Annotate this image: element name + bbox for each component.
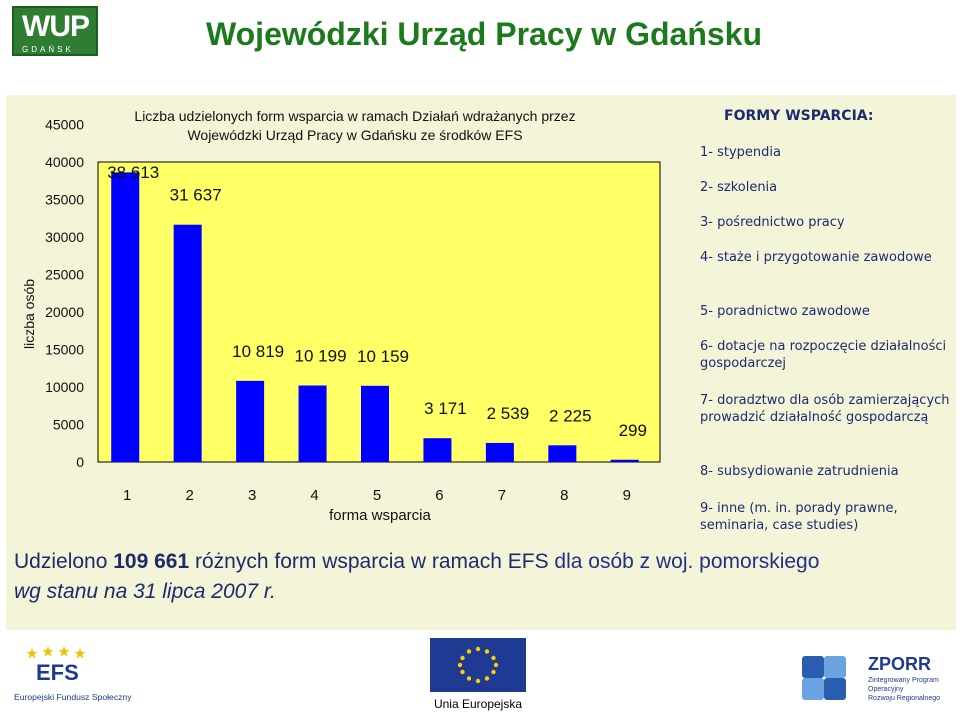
legend-item-6: 6- dotacje na rozpoczęcie działalności g… [700,339,947,371]
bar-data-label: 2 225 [549,406,592,425]
efs-stars-icon [26,646,86,659]
x-tick-label: 9 [623,487,631,504]
wup-logo-text: WUP [22,10,90,43]
x-tick-label: 3 [248,487,256,504]
eu-flag-icon [430,638,526,692]
x-tick-label: 6 [435,487,443,504]
page-title: Wojewódzki Urząd Pracy w Gdańsku [206,16,762,52]
y-axis-ticks: 0 5000 10000 15000 20000 25000 30000 35000 40000… [45,117,84,471]
y-tick-label: 30000 [45,229,84,245]
bar-data-label: 2 539 [487,404,530,423]
y-tick-label: 0 [76,454,84,470]
legend-item-8: 8- subsydiowanie zatrudnienia [700,464,899,479]
bar-data-label: 38 613 [107,163,159,182]
x-tick-label: 1 [123,487,131,504]
x-tick-label: 4 [310,487,318,504]
bar [361,385,389,462]
bar-data-labels: 38 613 31 637 10 819 10 199 10 159 3 171 2 539… [107,163,647,440]
summary-accent: dla osób z woj. pomorskiego [554,550,820,573]
legend-item-4: 4- staże i przygotowanie zawodowe [700,250,932,265]
bar [485,442,514,462]
forms-legend: FORMY WSPARCIA: 1- stypendia 2- szkoleni… [686,100,956,540]
wup-logo: WUP GDAŃSK [12,6,98,56]
eu-stars-icon [457,646,499,684]
legend-item-3: 3- pośrednictwo pracy [700,215,845,230]
zporr-caption-1: Zintegrowany Program [868,677,939,684]
eu-logo: Unia Europejska [430,638,526,711]
legend-item-5: 5- poradnictwo zawodowe [700,304,870,319]
summary-line-1: Udzielono 109 661 różnych form wsparcia … [14,550,819,574]
efs-logo-text: EFS [36,660,79,685]
legend-item-2: 2- szkolenia [700,180,778,195]
bar [423,438,452,462]
zporr-caption-2: Operacyjny [868,686,904,693]
efs-caption: Europejski Fundusz Społeczny [14,692,132,702]
bar [111,172,140,462]
bars [111,172,639,462]
y-tick-label: 25000 [45,267,84,283]
y-tick-label: 20000 [45,304,84,320]
y-tick-label: 40000 [45,154,84,170]
x-tick-label: 5 [373,487,381,504]
bar [236,380,265,462]
x-tick-label: 8 [560,487,568,504]
bar [610,459,639,462]
summary-count: 109 661 [113,550,190,573]
forms-legend-title: FORMY WSPARCIA: [724,108,874,124]
legend-item-7: 7- doradztwo dla osób zamierzających pro… [700,393,950,425]
bar-data-label: 10 159 [357,347,409,366]
legend-item-1: 1- stypendia [700,145,781,160]
bar [173,224,202,462]
wup-logo-subtext: GDAŃSK [22,45,74,54]
y-tick-label: 10000 [45,379,84,395]
bar-data-label: 10 819 [232,342,284,361]
eu-caption: Unia Europejska [434,697,522,711]
zporr-caption-3: Rozwoju Regionalnego [868,695,940,702]
legend-item-9: 9- inne (m. in. porady prawne, seminaria… [700,501,898,533]
bar-data-label: 10 199 [295,347,347,366]
x-axis-label: forma wsparcia [329,507,431,524]
chart-title-line2: Wojewódzki Urząd Pracy w Gdańsku ze środ… [187,127,522,143]
bar-data-label: 299 [619,421,647,440]
efs-logo: EFS Europejski Fundusz Społeczny [14,646,132,702]
bar [548,445,577,462]
zporr-puzzle-icon [802,656,846,700]
y-tick-label: 15000 [45,342,84,358]
y-axis-label: liczba osób [21,279,37,349]
y-tick-label: 45000 [45,117,84,133]
summary-prefix: Udzielono [14,550,114,573]
bar-data-label: 3 171 [424,399,467,418]
bar [298,385,327,462]
x-axis-ticks: 1 2 3 4 5 6 7 8 9 [123,487,631,504]
zporr-logo-text: ZPORR [868,654,931,674]
zporr-logo: ZPORR Zintegrowany Program Operacyjny Ro… [802,654,940,702]
summary-line-2: wg stanu na 31 lipca 2007 r. [14,580,276,603]
summary-middle: różnych form wsparcia w ramach EFS [189,550,555,573]
bar-data-label: 31 637 [170,186,222,205]
chart-title-line1: Liczba udzielonych form wsparcia w ramac… [134,108,575,124]
x-tick-label: 7 [498,487,506,504]
x-tick-label: 2 [185,487,193,504]
y-tick-label: 35000 [45,192,84,208]
y-tick-label: 5000 [53,417,84,433]
